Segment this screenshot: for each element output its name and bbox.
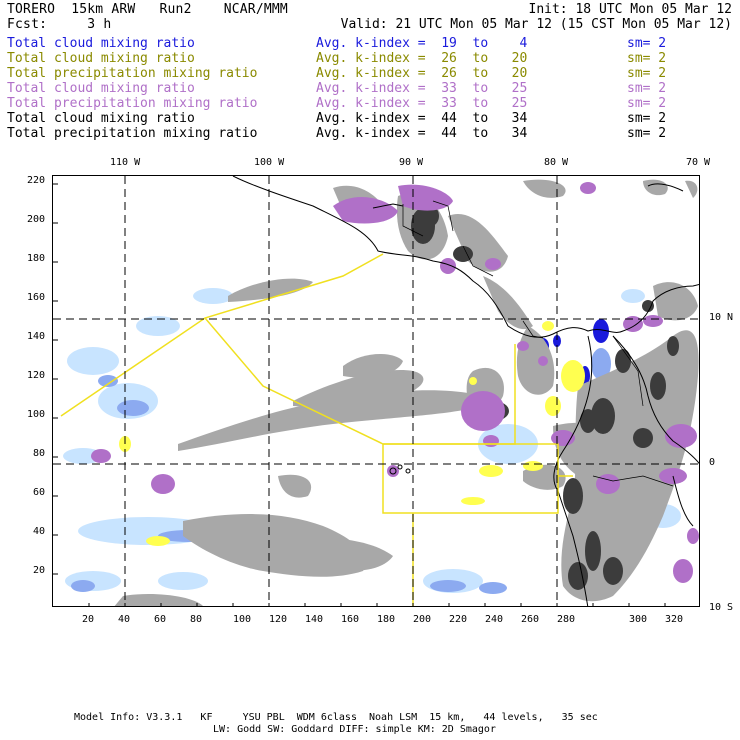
legend-field-name: Total cloud mixing ratio [7, 81, 195, 96]
legend-row: Total cloud mixing ratio Avg. k-index = … [7, 51, 666, 66]
lat-lon-grid [53, 176, 699, 606]
lat-label: 10 S [709, 602, 734, 613]
lon-label: 110 W [110, 157, 141, 168]
map-canvas [53, 176, 699, 606]
map-panel [52, 175, 700, 607]
legend-smoothing: sm= 2 [627, 66, 667, 81]
init-time: Init: 18 UTC Mon 05 Mar 12 [528, 2, 733, 17]
legend-kindex: Avg. k-index = 26 to 20 [316, 66, 528, 81]
cloud-mixing-purple [91, 182, 699, 583]
legend-row: Total precipitation mixing ratio Avg. k-… [7, 126, 666, 141]
y-index-label: 120 [27, 370, 46, 381]
y-index-label: 140 [27, 331, 46, 342]
lon-label: 70 W [686, 157, 711, 168]
y-index-label: 200 [27, 214, 46, 225]
x-index-label: 100 [233, 614, 252, 625]
x-index-label: 20 [82, 614, 95, 625]
legend-field-name: Total precipitation mixing ratio [7, 96, 258, 111]
legend-smoothing: sm= 2 [627, 36, 667, 51]
y-index-label: 40 [33, 526, 46, 537]
legend-kindex: Avg. k-index = 33 to 25 [316, 81, 528, 96]
lon-label: 100 W [254, 157, 285, 168]
model-title: TORERO 15km ARW Run2 NCAR/MMM [7, 2, 288, 17]
coastline [232, 176, 699, 606]
country-borders [402, 200, 674, 487]
legend-field-name: Total cloud mixing ratio [7, 51, 195, 66]
physics-info: LW: Godd SW: Goddard DIFF: simple KM: 2D… [213, 724, 496, 735]
lat-label: 0 [709, 457, 716, 468]
legend-kindex: Avg. k-index = 44 to 34 [316, 111, 528, 126]
legend-field-name: Total precipitation mixing ratio [7, 126, 258, 141]
x-index-label: 260 [521, 614, 540, 625]
cloud-mixing-gray [114, 179, 699, 606]
x-index-label: 240 [485, 614, 504, 625]
y-index-label: 160 [27, 292, 46, 303]
legend-smoothing: sm= 2 [627, 96, 667, 111]
legend-row: Total precipitation mixing ratio Avg. k-… [7, 96, 666, 111]
legend-kindex: Avg. k-index = 26 to 20 [316, 51, 528, 66]
legend-row: Total cloud mixing ratio Avg. k-index = … [7, 36, 666, 51]
y-index-label: 220 [27, 175, 46, 186]
legend-row: Total cloud mixing ratio Avg. k-index = … [7, 81, 666, 96]
x-index-label: 80 [190, 614, 203, 625]
legend-smoothing: sm= 2 [627, 111, 667, 126]
y-index-label: 60 [33, 487, 46, 498]
legend-kindex: Avg. k-index = 44 to 34 [316, 126, 528, 141]
legend-smoothing: sm= 2 [627, 81, 667, 96]
axis-ticks [53, 183, 666, 606]
lon-label: 90 W [399, 157, 424, 168]
legend-row: Total cloud mixing ratio Avg. k-index = … [7, 111, 666, 126]
legend-row: Total precipitation mixing ratio Avg. k-… [7, 66, 666, 81]
x-index-label: 280 [557, 614, 576, 625]
legend-smoothing: sm= 2 [627, 51, 667, 66]
model-info: Model Info: V3.3.1 KF YSU PBL WDM 6class… [74, 712, 598, 723]
y-index-label: 100 [27, 409, 46, 420]
x-index-label: 200 [413, 614, 432, 625]
legend-kindex: Avg. k-index = 33 to 25 [316, 96, 528, 111]
x-index-label: 320 [665, 614, 684, 625]
x-index-label: 300 [629, 614, 648, 625]
legend-field-name: Total cloud mixing ratio [7, 36, 195, 51]
forecast-hour: Fcst: 3 h [7, 17, 112, 32]
x-index-label: 140 [305, 614, 324, 625]
legend-field-name: Total cloud mixing ratio [7, 111, 195, 126]
legend-smoothing: sm= 2 [627, 126, 667, 141]
x-index-label: 40 [118, 614, 131, 625]
y-index-label: 180 [27, 253, 46, 264]
lon-label: 80 W [544, 157, 569, 168]
x-index-label: 220 [449, 614, 468, 625]
x-index-label: 120 [269, 614, 288, 625]
x-index-label: 180 [377, 614, 396, 625]
y-index-label: 80 [33, 448, 46, 459]
legend-kindex: Avg. k-index = 19 to 4 [316, 36, 528, 51]
lat-label: 10 N [709, 312, 734, 323]
y-index-label: 20 [33, 565, 46, 576]
valid-time: Valid: 21 UTC Mon 05 Mar 12 (15 CST Mon … [340, 17, 732, 32]
legend-field-name: Total precipitation mixing ratio [7, 66, 258, 81]
x-index-label: 160 [341, 614, 360, 625]
x-index-label: 60 [154, 614, 167, 625]
